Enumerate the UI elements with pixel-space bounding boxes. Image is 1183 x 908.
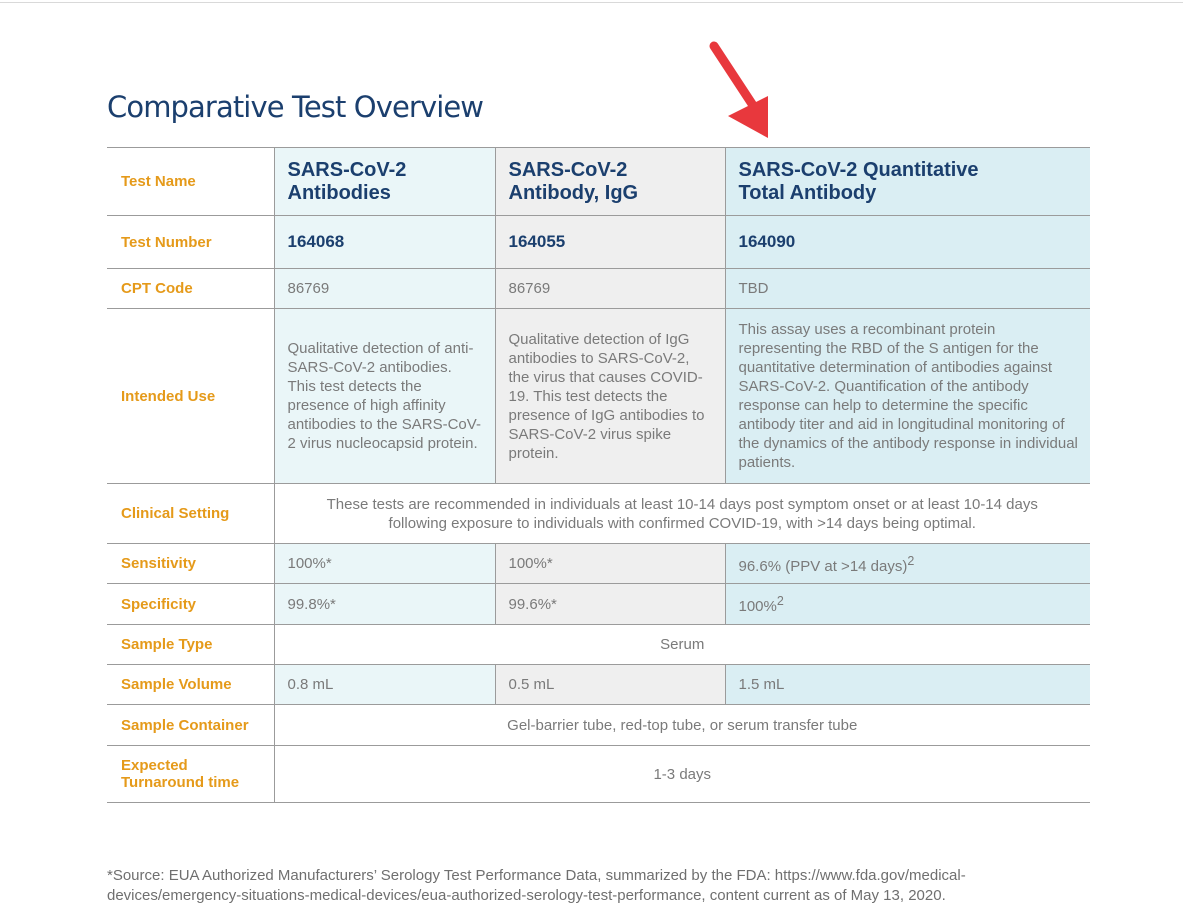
- turnaround-cell: 1-3 days: [273, 745, 1090, 803]
- sample-volume-cell: 0.5 mL: [494, 664, 725, 705]
- test-name-line: SARS-CoV-2: [287, 158, 407, 181]
- test-name-line: SARS-CoV-2: [508, 158, 628, 181]
- label-test-name: Test Name: [107, 147, 274, 216]
- sample-volume-cell: 1.5 mL: [724, 664, 1090, 705]
- row-turnaround: Expected Turnaround time 1-3 days: [107, 745, 1090, 803]
- footnote-ref: 2: [907, 553, 915, 568]
- sample-container-cell: Gel-barrier tube, red-top tube, or serum…: [273, 704, 1090, 746]
- specificity-value: 100%: [738, 598, 777, 615]
- sensitivity-cell: 96.6% (PPV at >14 days)2: [724, 543, 1090, 584]
- row-sample-type: Sample Type Serum: [107, 624, 1090, 665]
- row-sample-container: Sample Container Gel-barrier tube, red-t…: [107, 704, 1090, 746]
- row-sensitivity: Sensitivity 100%* 100%* 96.6% (PPV at >1…: [107, 543, 1090, 584]
- label-sensitivity: Sensitivity: [107, 543, 274, 584]
- sample-volume-cell: 0.8 mL: [273, 664, 495, 705]
- row-intended-use: Intended Use Qualitative detection of an…: [107, 308, 1090, 484]
- specificity-cell: 99.6%*: [494, 583, 725, 625]
- sample-type-cell: Serum: [273, 624, 1090, 665]
- test-number-cell: 164090: [724, 215, 1090, 269]
- test-name-cell: SARS-CoV-2 Antibodies: [273, 147, 495, 216]
- footnote-line: *Source: EUA Authorized Manufacturers’ S…: [107, 867, 966, 884]
- intended-use-cell: This assay uses a recombinant protein re…: [724, 308, 1090, 484]
- cpt-code-cell: TBD: [724, 268, 1090, 309]
- clinical-setting-text: These tests are recommended in individua…: [326, 495, 1038, 513]
- row-test-number: Test Number 164068 164055 164090: [107, 215, 1090, 269]
- sensitivity-cell: 100%*: [494, 543, 725, 584]
- label-test-number: Test Number: [107, 215, 274, 269]
- sensitivity-value: 96.6% (PPV at >14 days): [738, 557, 908, 575]
- test-name-cell: SARS-CoV-2 Quantitative Total Antibody: [724, 147, 1090, 216]
- top-divider: [0, 2, 1183, 3]
- test-number: 164055: [508, 232, 566, 251]
- source-footnote: *Source: EUA Authorized Manufacturers’ S…: [107, 866, 1107, 906]
- label-turnaround-line: Turnaround time: [121, 774, 240, 791]
- comparison-table: Test Name SARS-CoV-2 Antibodies SARS-CoV…: [107, 147, 1090, 803]
- intended-use-cell: Qualitative detection of anti-SARS-CoV-2…: [273, 308, 495, 484]
- test-name-cell: SARS-CoV-2 Antibody, IgG: [494, 147, 725, 216]
- label-specificity: Specificity: [107, 583, 274, 625]
- row-clinical-setting: Clinical Setting These tests are recomme…: [107, 483, 1090, 544]
- label-cpt-code: CPT Code: [107, 268, 274, 309]
- test-name-line: Antibodies: [287, 181, 391, 204]
- label-turnaround: Expected Turnaround time: [107, 745, 274, 803]
- specificity-cell: 100%2: [724, 583, 1090, 625]
- specificity-cell: 99.8%*: [273, 583, 495, 625]
- label-sample-container: Sample Container: [107, 704, 274, 746]
- clinical-setting-cell: These tests are recommended in individua…: [273, 483, 1090, 544]
- test-name-line: SARS-CoV-2 Quantitative: [738, 158, 979, 181]
- cpt-code-cell: 86769: [273, 268, 495, 309]
- test-name-line: Total Antibody: [738, 181, 877, 204]
- row-sample-volume: Sample Volume 0.8 mL 0.5 mL 1.5 mL: [107, 664, 1090, 705]
- label-sample-volume: Sample Volume: [107, 664, 274, 705]
- test-number: 164068: [287, 232, 345, 251]
- test-number-cell: 164055: [494, 215, 725, 269]
- test-number-cell: 164068: [273, 215, 495, 269]
- test-number: 164090: [738, 232, 796, 251]
- label-turnaround-line: Expected: [121, 757, 188, 774]
- footnote-ref: 2: [776, 594, 784, 608]
- label-clinical-setting: Clinical Setting: [107, 483, 274, 544]
- intended-use-cell: Qualitative detection of IgG antibodies …: [494, 308, 725, 484]
- row-cpt-code: CPT Code 86769 86769 TBD: [107, 268, 1090, 309]
- test-name-line: Antibody, IgG: [508, 181, 639, 204]
- page-title: Comparative Test Overview: [107, 90, 484, 124]
- row-test-name: Test Name SARS-CoV-2 Antibodies SARS-CoV…: [107, 147, 1090, 216]
- label-intended-use: Intended Use: [107, 308, 274, 484]
- cpt-code-cell: 86769: [494, 268, 725, 309]
- sensitivity-cell: 100%*: [273, 543, 495, 584]
- footnote-line: devices/emergency-situations-medical-dev…: [107, 887, 946, 904]
- red-arrow-icon: [709, 41, 768, 138]
- clinical-setting-text: following exposure to individuals with c…: [388, 514, 976, 532]
- row-specificity: Specificity 99.8%* 99.6%* 100%2: [107, 583, 1090, 625]
- label-sample-type: Sample Type: [107, 624, 274, 665]
